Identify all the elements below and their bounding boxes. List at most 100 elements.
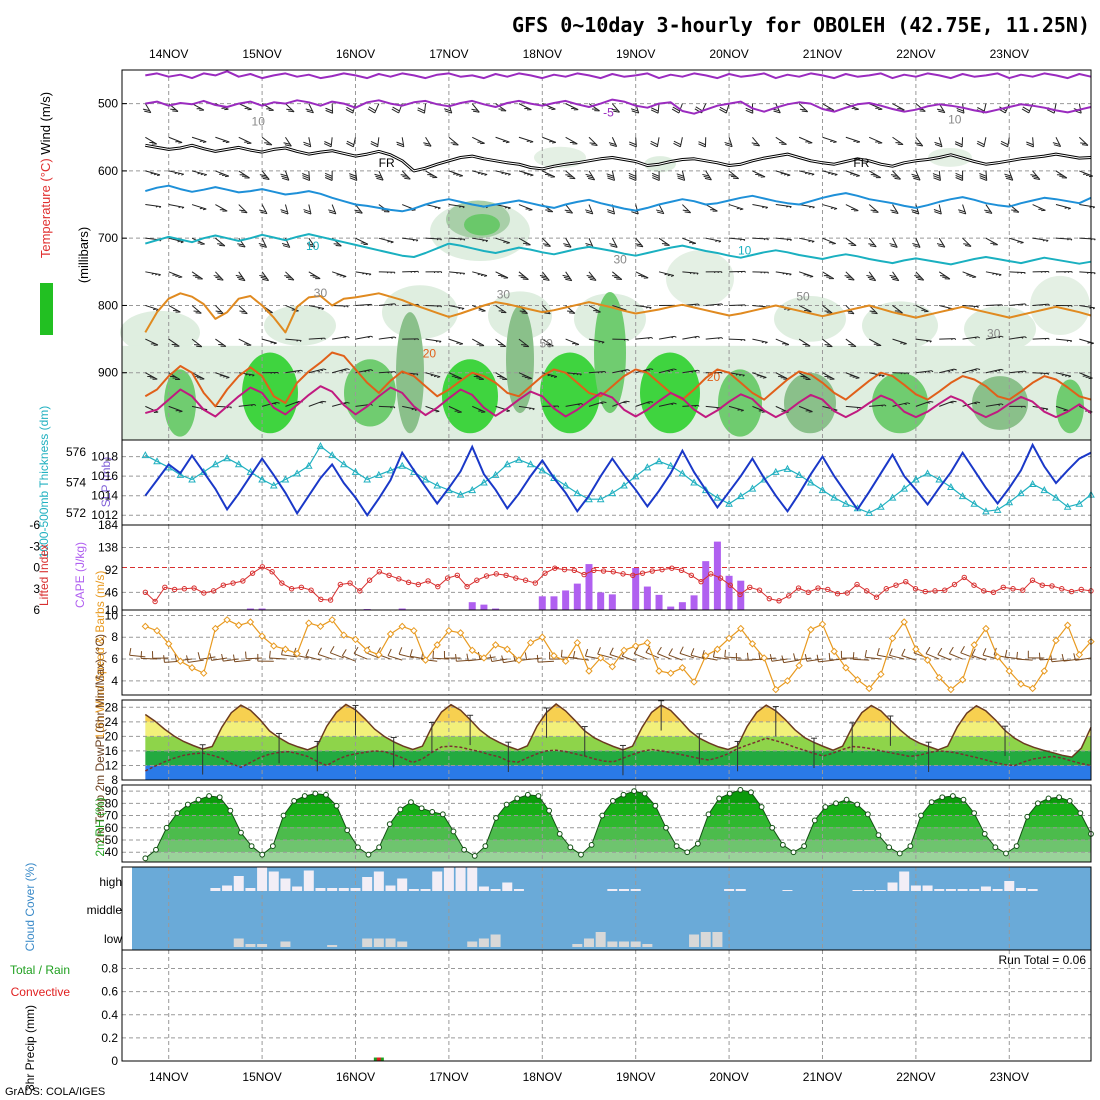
wind-barb-feather [848, 278, 855, 281]
wind-barb [845, 204, 859, 212]
wind-barb [865, 656, 881, 660]
wind-barb-feather [1022, 106, 1030, 112]
run-total-label: Run Total = 0.06 [998, 953, 1086, 967]
cloud-cover-bar [373, 871, 384, 891]
wind-speed-marker [923, 656, 932, 664]
wind-barb [775, 136, 787, 145]
wind-barb [1007, 137, 1010, 147]
wind-barb-feather [340, 370, 344, 372]
rh-marker [471, 852, 478, 859]
wind-barb-feather [402, 175, 409, 178]
cloud-cover-bar [420, 889, 431, 891]
wind-barb [822, 136, 837, 143]
wind-barb-feather [567, 310, 573, 313]
wind-barb [308, 304, 325, 310]
wind-barb [985, 271, 1002, 276]
slp-line [144, 442, 1092, 517]
wind-barb [1032, 137, 1034, 147]
wind-barb-feather [585, 211, 593, 215]
contour-label: 10 [948, 112, 962, 126]
wind-barb-feather [954, 143, 963, 148]
wind-barb-feather [293, 370, 297, 373]
wind-barb-feather [694, 304, 697, 306]
wind-barb [775, 271, 792, 275]
wind-barb-feather [884, 404, 887, 407]
wind-barb-feather [767, 238, 769, 241]
cape-bar [643, 586, 651, 610]
wind-barb-feather [828, 652, 831, 661]
wind-barb-feather [609, 647, 614, 655]
wind-barb [705, 337, 722, 340]
wind-barb-feather [650, 140, 658, 146]
wind-barb-feather [1073, 653, 1077, 661]
wind-barb-feather [804, 654, 808, 662]
slp-axis-labels: 1000-500mb Thickness (dm) SLP (mb) [37, 406, 113, 559]
temperature-line [144, 703, 1092, 758]
wind-barb-feather [753, 144, 760, 147]
wind-barb [1079, 304, 1095, 309]
wind-barb-feather [785, 273, 789, 276]
wind-barb-feather [849, 375, 854, 377]
wind-barb-feather [324, 337, 326, 340]
wind-barb-feather [526, 140, 531, 142]
wind-barb [611, 137, 618, 147]
wind-barb-feather [603, 401, 607, 404]
wind-barb-feather [719, 108, 727, 114]
lifted-index-marker [474, 577, 480, 583]
cloud-cover-bar [957, 889, 968, 891]
lifted-index-marker [425, 578, 431, 584]
wind-barb-feather [390, 303, 393, 306]
lifted-index-marker [971, 582, 977, 588]
lifted-index-marker [1029, 577, 1036, 583]
wind-barb-feather [870, 209, 877, 212]
wind-barb-feather [688, 241, 693, 244]
wind-barb-feather [997, 369, 1001, 372]
cloud-cover-bar [303, 870, 314, 891]
wind-barb-feather [436, 238, 439, 241]
date-label-top: 21NOV [803, 47, 842, 61]
wind-barb-feather [387, 240, 391, 243]
wind-barb [495, 305, 507, 314]
wind-barb-feather [398, 647, 403, 655]
wind-barb [215, 305, 224, 315]
wind-barb-feather [934, 141, 942, 146]
wind-barb-feather [869, 245, 877, 248]
wind-barb-feather [623, 369, 627, 372]
lifted-index-marker [717, 575, 724, 581]
wind-barb-feather [915, 276, 923, 279]
lifted-index-marker [1010, 586, 1016, 592]
wind-barb [713, 656, 730, 660]
wind-barb [877, 654, 893, 659]
wind-barb-feather [1040, 372, 1042, 375]
wind-barb-feather [627, 369, 630, 372]
wind-barb [705, 405, 722, 409]
wind-barb [983, 137, 987, 147]
thickness-tick: 574 [66, 476, 86, 490]
contour-label: 30 [987, 326, 1001, 340]
rh-shade-region [264, 305, 336, 346]
thickness-marker [293, 469, 301, 477]
wind-barb-feather [929, 401, 934, 403]
wind-barb-feather [394, 303, 397, 306]
wind-barb-feather [202, 141, 207, 143]
cloud-cover-bar [478, 938, 489, 947]
wind-barb-feather [1047, 373, 1050, 375]
rh-band [145, 840, 1091, 853]
wind-speed-marker [561, 657, 570, 665]
wind-barb-feather [320, 338, 323, 340]
wind-barb [565, 338, 580, 345]
lifted-index-marker [922, 588, 928, 595]
wind-barb-feather [808, 411, 813, 413]
wind-barb-feather [433, 375, 438, 378]
wind-barb [238, 403, 255, 407]
rh-marker [620, 791, 627, 798]
wind-barb [285, 369, 301, 374]
wind-barb-feather [542, 278, 550, 281]
thickness-marker [176, 470, 185, 478]
wind-barb-feather [480, 274, 484, 277]
wind-barb-feather [803, 273, 808, 276]
wind-barb [795, 657, 811, 661]
wind-barb-feather [219, 173, 223, 175]
wind-barb-feather [751, 142, 759, 145]
wind-barb-feather [335, 244, 342, 247]
